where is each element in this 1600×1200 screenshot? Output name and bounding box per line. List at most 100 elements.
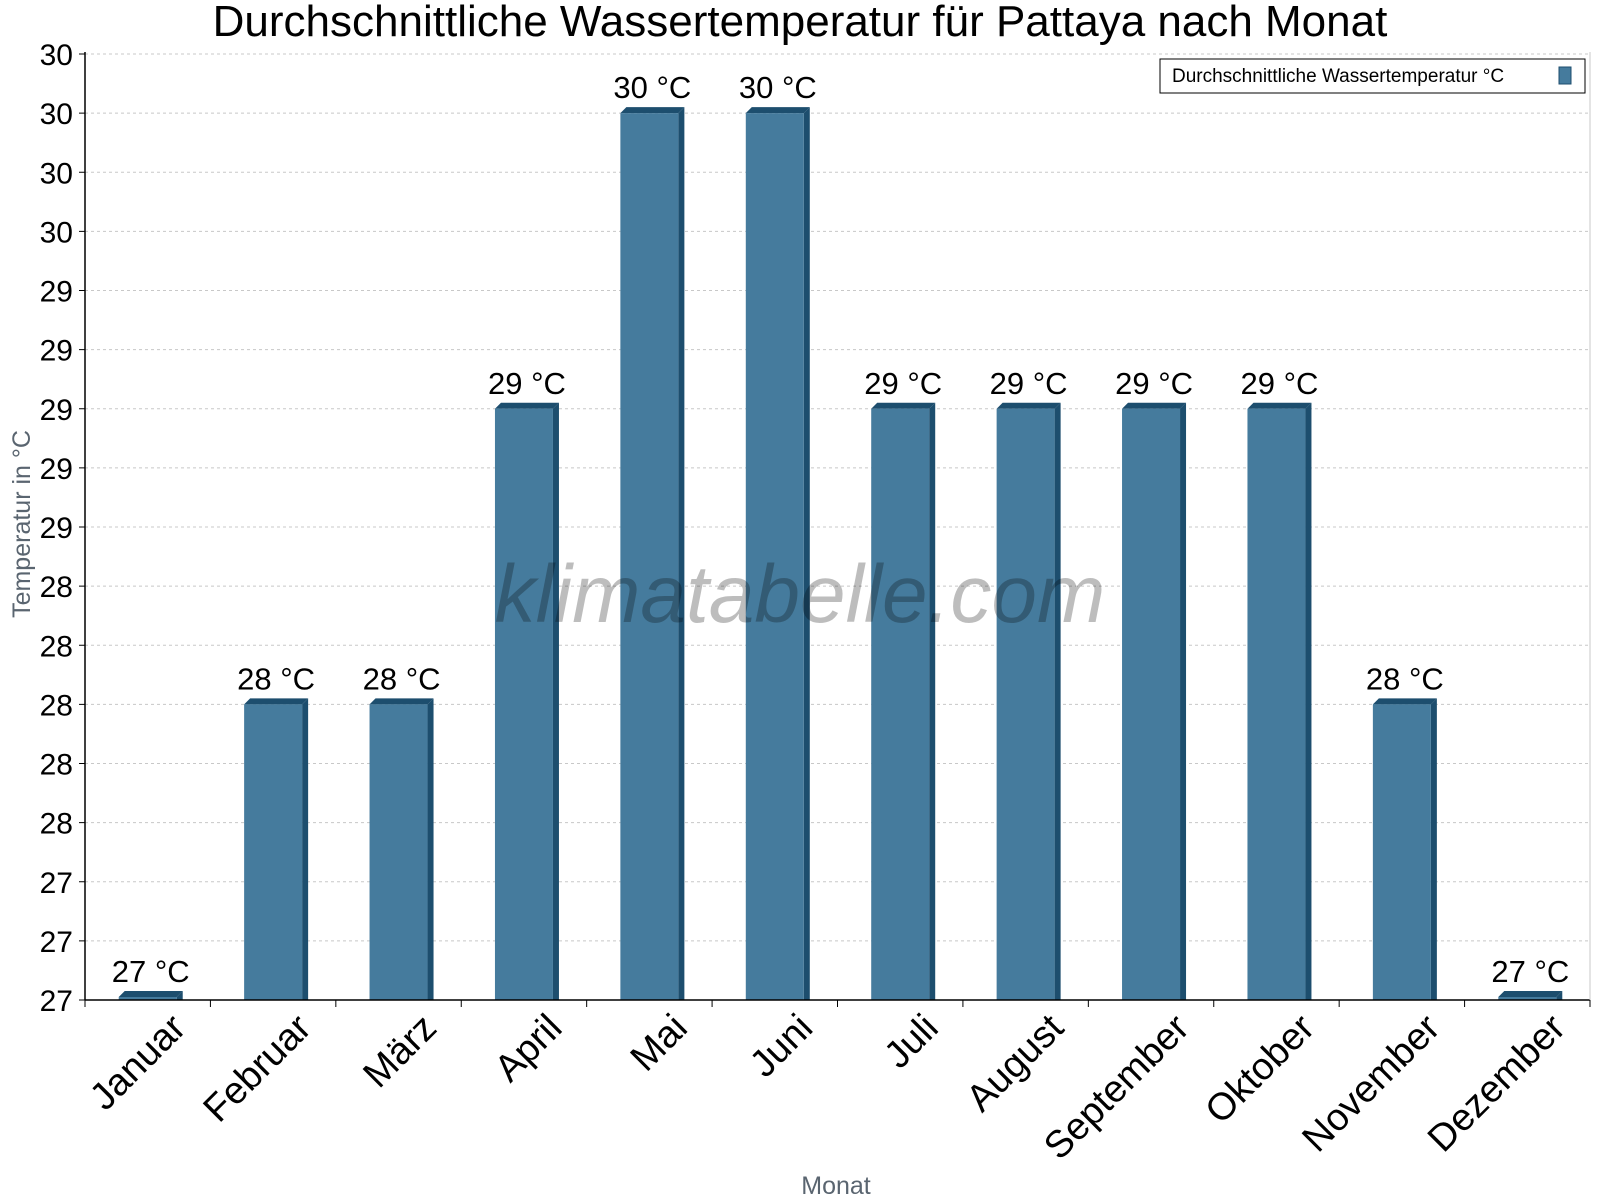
bar-value-label: 27 °C <box>1491 954 1569 989</box>
bar <box>620 113 679 1000</box>
bar-side <box>929 402 936 1000</box>
bar-top <box>1372 698 1437 705</box>
bar-value-label: 28 °C <box>363 661 441 696</box>
y-tick-label: 29 <box>40 394 73 427</box>
bar <box>996 408 1055 1000</box>
bar-group <box>996 402 1061 1000</box>
y-axis-ticks: 27 27 27 28 28 28 28 28 29 29 29 29 29 30 30 30 30 <box>40 39 85 1018</box>
bar-side <box>552 402 559 1000</box>
bar <box>369 704 428 1000</box>
bar-value-label: 28 °C <box>1366 661 1444 696</box>
y-tick-label: 28 <box>40 808 73 841</box>
bar-group <box>118 991 183 1000</box>
x-tick-label: Dezember <box>1420 1006 1574 1160</box>
legend-label: Durchschnittliche Wassertemperatur °C <box>1172 66 1504 87</box>
value-labels: 27 °C 28 °C 28 °C 29 °C 30 °C 30 °C 29 °C 29 °C… <box>112 70 1569 989</box>
axes <box>84 52 1591 1001</box>
y-tick-label: 28 <box>40 571 73 604</box>
x-tick-label: April <box>487 1007 570 1090</box>
bar-value-label: 29 °C <box>990 366 1068 401</box>
bar-group <box>1498 991 1563 1000</box>
bar-side <box>1556 991 1563 1000</box>
bar <box>1372 704 1431 1000</box>
bar-top <box>745 107 810 114</box>
y-tick-label: 30 <box>40 98 73 131</box>
bar-group <box>620 107 685 1000</box>
bar-side <box>1180 402 1187 1000</box>
x-axis-title: Monat <box>801 1172 871 1200</box>
y-tick-label: 29 <box>40 512 73 545</box>
bar-value-label: 27 °C <box>112 954 190 989</box>
y-tick-label: 30 <box>40 216 73 249</box>
bar-top <box>1122 402 1187 409</box>
bar <box>745 113 804 1000</box>
bar-value-label: 29 °C <box>1241 366 1319 401</box>
bar-top <box>244 698 309 705</box>
bar-value-label: 30 °C <box>739 70 817 105</box>
bar-group <box>871 402 936 1000</box>
bar-top <box>118 991 183 997</box>
bar-group <box>494 402 559 1000</box>
bar-top <box>1498 991 1563 997</box>
y-tick-label: 28 <box>40 689 73 722</box>
bar-group <box>244 698 309 1000</box>
bar-top <box>369 698 434 705</box>
bar-group <box>1122 402 1187 1000</box>
bar-top <box>620 107 685 114</box>
x-tick-label: Mai <box>623 1007 696 1080</box>
bar-side <box>302 698 309 1000</box>
bar <box>118 997 177 1000</box>
bar-value-label: 28 °C <box>237 661 315 696</box>
bar-group <box>1372 698 1437 1000</box>
y-axis-title: Temperatur in °C <box>8 430 36 618</box>
legend-box <box>1159 58 1586 94</box>
bar-side <box>427 698 434 1000</box>
bar-side <box>1054 402 1061 1000</box>
bar-top <box>871 402 936 409</box>
bar-side <box>1305 402 1312 1000</box>
bar-group <box>369 698 434 1000</box>
gridlines <box>85 53 1590 942</box>
bar <box>244 704 303 1000</box>
bar-side <box>678 107 685 1000</box>
x-tick-label: Oktober <box>1198 1006 1324 1132</box>
y-tick-label: 27 <box>40 926 73 959</box>
x-tick-label: Februar <box>196 1006 320 1130</box>
y-tick-label: 30 <box>40 39 73 72</box>
legend-swatch <box>1558 66 1572 85</box>
watermark: klimatabelle.com <box>495 549 1106 640</box>
bar <box>1247 408 1306 1000</box>
y-tick-label: 30 <box>40 157 73 190</box>
y-tick-label: 28 <box>40 630 73 663</box>
y-tick-label: 28 <box>40 749 73 782</box>
bar-value-label: 30 °C <box>613 70 691 105</box>
bar-top <box>1247 402 1312 409</box>
legend: Durchschnittliche Wassertemperatur °C <box>1159 58 1586 94</box>
y-tick-label: 27 <box>40 985 73 1018</box>
y-tick-label: 29 <box>40 453 73 486</box>
bar-value-label: 29 °C <box>1115 366 1193 401</box>
bar-top <box>996 402 1061 409</box>
x-tick-label: Juni <box>742 1007 821 1086</box>
x-axis-ticks: Januar Februar März April Mai Juni Juli AugustS… <box>82 1000 1591 1168</box>
x-tick-label: August <box>959 1006 1073 1120</box>
bar-side <box>1430 698 1437 1000</box>
bars <box>118 107 1563 1000</box>
x-tick-label: Januar <box>82 1006 194 1118</box>
bar-side <box>176 991 183 1000</box>
y-tick-label: 27 <box>40 867 73 900</box>
bar-value-label: 29 °C <box>488 366 566 401</box>
x-tick-label: März <box>355 1007 444 1096</box>
chart-title: Durchschnittliche Wassertemperatur für P… <box>213 0 1388 46</box>
x-tick-label: Juli <box>877 1007 947 1077</box>
bar <box>1122 408 1181 1000</box>
y-tick-label: 29 <box>40 335 73 368</box>
bar-top <box>494 402 559 409</box>
bar <box>871 408 930 1000</box>
bar <box>1498 997 1557 1000</box>
y-tick-label: 29 <box>40 276 73 309</box>
bar-side <box>803 107 810 1000</box>
bar-group <box>745 107 810 1000</box>
bar-group <box>1247 402 1312 1000</box>
